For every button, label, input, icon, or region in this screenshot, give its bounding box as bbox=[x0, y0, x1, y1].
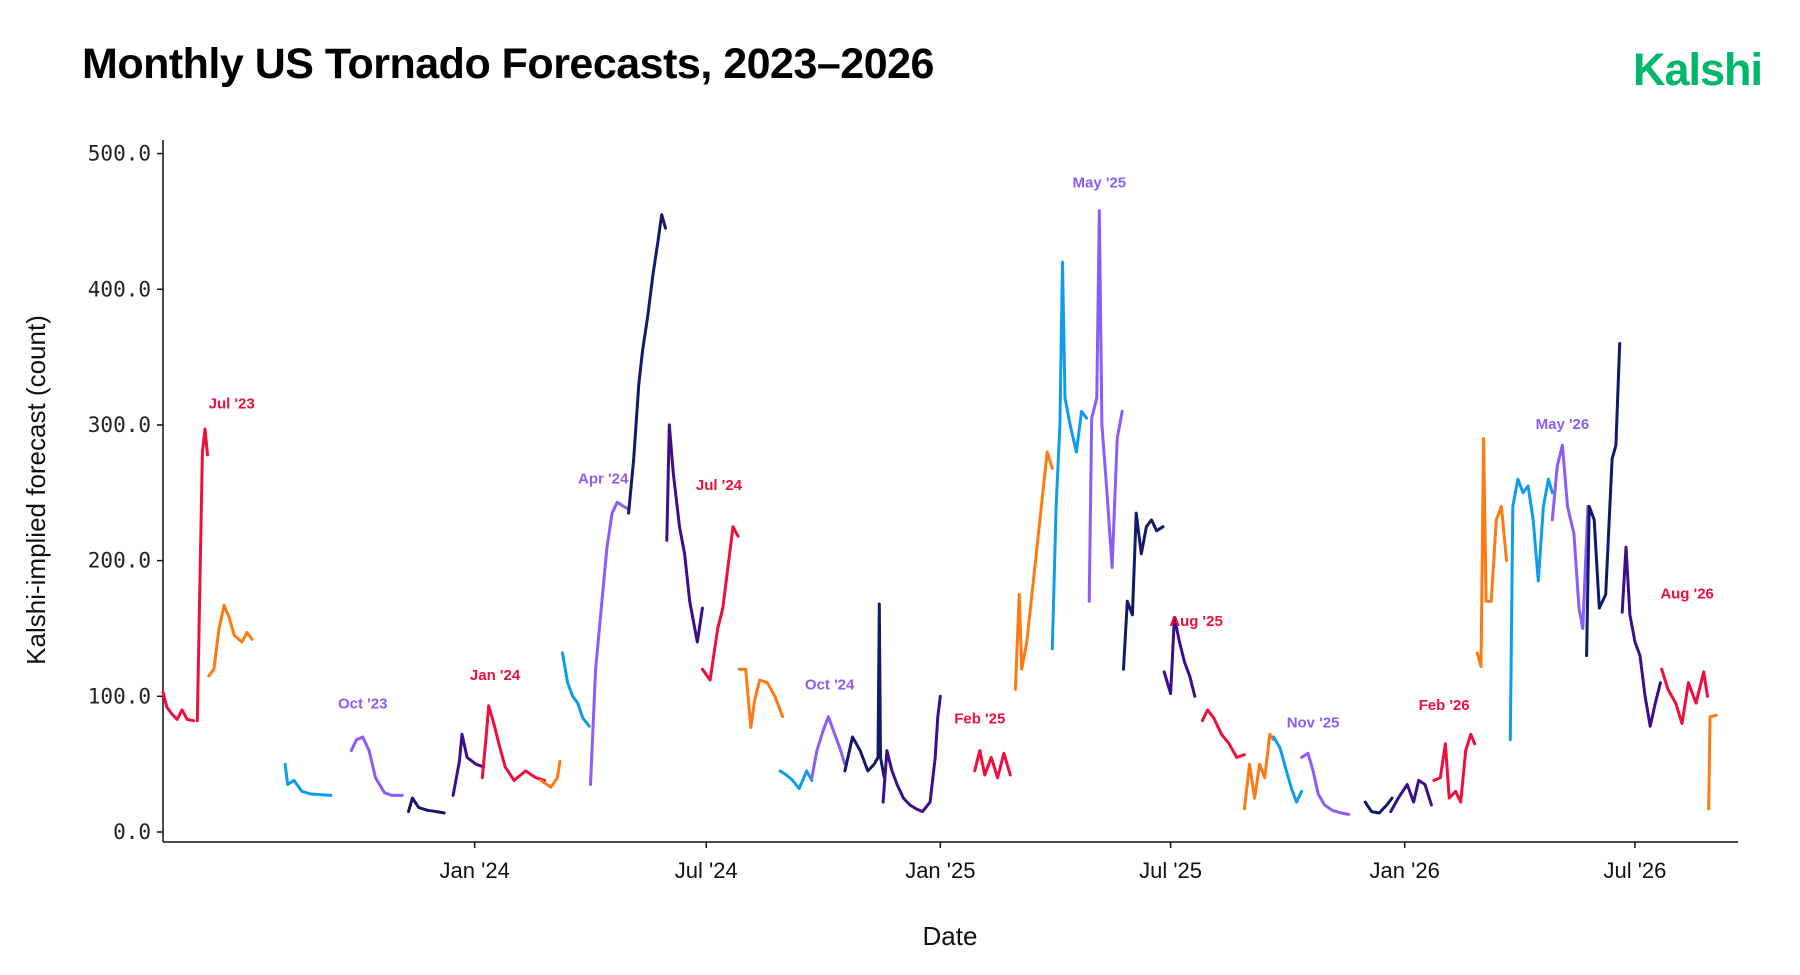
y-axis-label: Kalshi-implied forecast (count) bbox=[21, 315, 51, 665]
month-annotation: Feb '25 bbox=[954, 710, 1005, 727]
x-tick-label: Jan '24 bbox=[440, 858, 510, 883]
series-line-11 bbox=[589, 500, 631, 786]
x-tick-label: Jan '26 bbox=[1370, 858, 1440, 883]
y-tick-label: 400.0 bbox=[88, 277, 151, 301]
series-line-9 bbox=[539, 759, 562, 789]
month-annotation: Jul '24 bbox=[696, 477, 743, 494]
month-annotation: Oct '24 bbox=[805, 677, 855, 694]
series-line-37 bbox=[1620, 545, 1662, 728]
series-line-2 bbox=[195, 427, 209, 723]
series-line-26 bbox=[1200, 708, 1246, 759]
series-line-19 bbox=[881, 694, 942, 814]
series-line-10 bbox=[561, 651, 591, 728]
series-line-12 bbox=[627, 213, 667, 515]
series-line-24 bbox=[1122, 511, 1165, 671]
month-annotation: Aug '25 bbox=[1169, 613, 1223, 630]
series-line-34 bbox=[1508, 477, 1554, 742]
series-line-3 bbox=[207, 603, 254, 678]
series-line-20 bbox=[973, 749, 1012, 780]
x-axis-label: Date bbox=[923, 921, 978, 951]
month-annotation: Jan '24 bbox=[470, 667, 521, 684]
series-line-25 bbox=[1162, 616, 1197, 698]
series-line-8 bbox=[480, 704, 547, 782]
series-line-38 bbox=[1660, 667, 1709, 725]
month-annotation: May '25 bbox=[1073, 174, 1127, 191]
series-layer bbox=[161, 209, 1718, 816]
series-line-6 bbox=[407, 796, 446, 815]
y-tick-label: 0.0 bbox=[113, 820, 151, 844]
series-line-5 bbox=[349, 735, 404, 797]
series-line-27 bbox=[1242, 732, 1276, 811]
series-line-33 bbox=[1475, 437, 1508, 668]
series-line-36 bbox=[1585, 342, 1622, 658]
series-line-15 bbox=[737, 667, 785, 729]
y-tick-label: 500.0 bbox=[88, 142, 151, 166]
series-line-14 bbox=[700, 525, 740, 682]
month-annotation: Jul '23 bbox=[209, 396, 255, 413]
series-line-28 bbox=[1272, 735, 1304, 804]
series-line-30 bbox=[1363, 796, 1394, 815]
x-tick-label: Jul '25 bbox=[1139, 858, 1202, 883]
y-tick-label: 200.0 bbox=[88, 549, 151, 573]
series-line-23 bbox=[1087, 209, 1124, 603]
y-tick-label: 300.0 bbox=[88, 413, 151, 437]
month-annotation: Feb '26 bbox=[1419, 697, 1470, 714]
series-line-22 bbox=[1050, 260, 1089, 651]
series-line-31 bbox=[1389, 778, 1433, 814]
series-line-16 bbox=[778, 769, 814, 791]
series-line-29 bbox=[1300, 751, 1351, 816]
series-line-17 bbox=[810, 715, 847, 780]
x-tick-label: Jan '25 bbox=[905, 858, 975, 883]
month-annotation: May '26 bbox=[1536, 416, 1590, 433]
series-line-32 bbox=[1432, 732, 1477, 804]
month-annotation: Aug '26 bbox=[1660, 586, 1714, 603]
annotation-layer: Jul '23 Oct '23 Jan '24 Apr '24 Jul '24 Oct '… bbox=[209, 174, 1714, 731]
series-line-7 bbox=[451, 732, 486, 797]
series-line-13 bbox=[665, 423, 704, 644]
x-tick-label: Jul '26 bbox=[1603, 858, 1666, 883]
y-axis: 0.0 100.0 200.0 300.0 400.0 500.0 bbox=[88, 140, 164, 844]
month-annotation: Nov '25 bbox=[1287, 715, 1340, 732]
y-tick-label: 100.0 bbox=[88, 684, 151, 708]
x-axis: Jan '24 Jul '24 Jan '25 Jul '25 Jan '26 Jul '… bbox=[163, 841, 1738, 883]
month-annotation: Oct '23 bbox=[338, 696, 387, 713]
brand-logo: Kalshi bbox=[1632, 44, 1763, 95]
month-annotation: Apr '24 bbox=[578, 470, 629, 487]
series-line-1 bbox=[161, 690, 195, 723]
page-title: Monthly US Tornado Forecasts, 2023–2026 bbox=[82, 40, 934, 88]
series-line-4 bbox=[283, 762, 333, 797]
series-line-21 bbox=[1013, 450, 1054, 691]
series-line-39 bbox=[1707, 713, 1718, 811]
x-tick-label: Jul '24 bbox=[675, 858, 738, 883]
series-line-35 bbox=[1550, 443, 1590, 630]
series-line-18 bbox=[843, 602, 886, 780]
